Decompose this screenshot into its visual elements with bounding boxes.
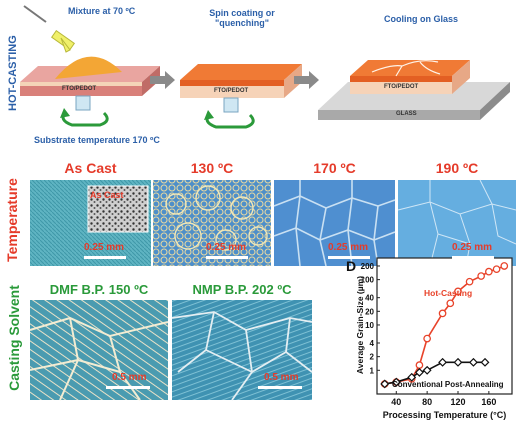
substrate-label-2: FTO/PEDOT: [214, 88, 249, 94]
y-tick-label: 10: [365, 321, 374, 330]
data-point: [477, 272, 485, 280]
solvent-side-label: Casting Solvent: [6, 285, 22, 391]
data-point: [480, 357, 490, 367]
data-point: [438, 309, 447, 318]
y-tick-label: 20: [365, 307, 374, 316]
y-tick-label: 4: [370, 339, 375, 348]
scale-text-170: 0.25 mm: [328, 242, 369, 253]
pipette-icon: [23, 5, 76, 53]
tile-170: [274, 180, 395, 266]
scale-bar-as-cast: [84, 256, 126, 259]
mixture-label: Mixture at 70 ºC: [68, 6, 136, 16]
scale-bar-130: [206, 256, 248, 259]
tile-130: [153, 180, 271, 266]
title-as-cast: As Cast: [64, 160, 117, 176]
substrate-temp-label: Substrate temperature 170 ºC: [34, 135, 160, 145]
legend-hot-casting: Hot-Casting: [424, 288, 473, 298]
chart-marks: 40 80 120 160 200 100 40 20 10 4 2 1: [361, 262, 509, 407]
data-point: [391, 377, 401, 387]
cooling-label: Cooling on Glass: [384, 14, 459, 24]
spin-label: Spin coating or "quenching": [209, 8, 275, 28]
scale-text-190: 0.25 mm: [452, 242, 493, 253]
flow-arrow-1: [150, 71, 175, 89]
substrate-2: [180, 64, 302, 113]
x-tick-label: 120: [450, 397, 465, 407]
x-tick-label: 40: [391, 397, 401, 407]
tile-dmf: [30, 300, 168, 400]
rotate-arrow-1: [60, 108, 109, 127]
scale-bar-170: [328, 256, 370, 259]
title-130: 130 ºC: [190, 160, 234, 176]
data-point: [407, 372, 417, 382]
data-point: [380, 379, 390, 389]
chart-xlabel: Processing Temperature (°C): [382, 410, 507, 420]
glass-label: GLASS: [396, 111, 417, 117]
scale-text-dmf: 0.5 mm: [112, 372, 147, 383]
data-point: [492, 265, 501, 274]
inset-as-cast: [87, 185, 149, 233]
scale-bar-dmf: [106, 386, 150, 389]
scale-text-as-cast: 0.25 mm: [84, 242, 125, 253]
substrate-label-3: FTO/PEDOT: [384, 84, 419, 90]
y-tick-label: 1: [370, 366, 375, 375]
data-point: [438, 357, 448, 367]
x-tick-label: 160: [481, 397, 496, 407]
substrate-3: [350, 60, 470, 94]
title-170: 170 ºC: [313, 160, 356, 176]
data-point: [446, 299, 455, 308]
scale-bar-nmp: [258, 386, 302, 389]
data-point: [485, 267, 493, 276]
scale-text-nmp: 0.5 mm: [264, 372, 299, 383]
y-tick-label: 40: [365, 294, 374, 303]
chart-ylabel: Average Grain-Size (µm): [355, 275, 365, 375]
scale-text-130: 0.25 mm: [206, 242, 247, 253]
hot-casting-label: HOT-CASTING: [7, 35, 19, 111]
data-point: [500, 262, 509, 270]
data-point: [415, 361, 424, 369]
x-tick-label: 80: [422, 397, 432, 407]
flow-arrow-2: [294, 71, 319, 89]
tile-nmp: [172, 300, 312, 400]
substrate-label-1: FTO/PEDOT: [62, 86, 97, 92]
inset-label: As Cast: [90, 190, 124, 200]
data-point: [454, 287, 462, 296]
tile-190: [398, 180, 516, 266]
legend-post-annealing: Conventional Post-Annealing: [392, 380, 504, 389]
y-tick-label: 200: [361, 262, 375, 271]
title-190: 190 ºC: [435, 160, 479, 176]
title-dmf: DMF B.P. 150 ºC: [49, 282, 149, 297]
data-point: [414, 367, 424, 377]
data-point: [465, 277, 474, 286]
substrate-1: [20, 56, 160, 111]
temperature-side-label: Temperature: [4, 178, 20, 262]
rotate-arrow-2: [204, 110, 255, 129]
scale-bar-190: [452, 256, 494, 259]
chart-plot-area: [376, 257, 513, 395]
data-point: [453, 357, 463, 367]
data-point: [468, 357, 478, 367]
title-nmp: NMP B.P. 202 ºC: [192, 282, 292, 297]
panel-letter-d: D: [346, 258, 357, 274]
data-point: [423, 334, 431, 343]
data-point: [422, 365, 432, 375]
y-tick-label: 2: [370, 353, 375, 362]
y-tick-label: 100: [361, 276, 375, 285]
